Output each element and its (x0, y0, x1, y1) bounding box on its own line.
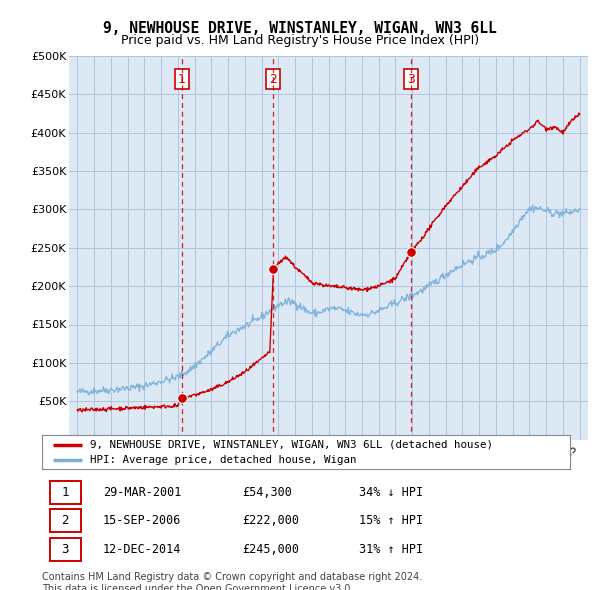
Text: 15-SEP-2006: 15-SEP-2006 (103, 514, 181, 527)
FancyBboxPatch shape (50, 509, 80, 532)
Text: 1: 1 (178, 73, 186, 86)
Text: HPI: Average price, detached house, Wigan: HPI: Average price, detached house, Wiga… (89, 455, 356, 465)
Text: 9, NEWHOUSE DRIVE, WINSTANLEY, WIGAN, WN3 6LL: 9, NEWHOUSE DRIVE, WINSTANLEY, WIGAN, WN… (103, 21, 497, 35)
Text: £245,000: £245,000 (242, 543, 299, 556)
Text: 2: 2 (61, 514, 69, 527)
Text: £222,000: £222,000 (242, 514, 299, 527)
Text: 2: 2 (269, 73, 277, 86)
Text: 3: 3 (61, 543, 69, 556)
Text: 15% ↑ HPI: 15% ↑ HPI (359, 514, 423, 527)
Text: 9, NEWHOUSE DRIVE, WINSTANLEY, WIGAN, WN3 6LL (detached house): 9, NEWHOUSE DRIVE, WINSTANLEY, WIGAN, WN… (89, 440, 493, 450)
Text: Contains HM Land Registry data © Crown copyright and database right 2024.
This d: Contains HM Land Registry data © Crown c… (42, 572, 422, 590)
Text: 34% ↓ HPI: 34% ↓ HPI (359, 486, 423, 499)
Text: 29-MAR-2001: 29-MAR-2001 (103, 486, 181, 499)
FancyBboxPatch shape (50, 538, 80, 561)
Text: 1: 1 (61, 486, 69, 499)
Text: £54,300: £54,300 (242, 486, 293, 499)
Text: Price paid vs. HM Land Registry's House Price Index (HPI): Price paid vs. HM Land Registry's House … (121, 34, 479, 47)
FancyBboxPatch shape (50, 481, 80, 503)
Text: 3: 3 (407, 73, 415, 86)
Text: 12-DEC-2014: 12-DEC-2014 (103, 543, 181, 556)
Text: 31% ↑ HPI: 31% ↑ HPI (359, 543, 423, 556)
